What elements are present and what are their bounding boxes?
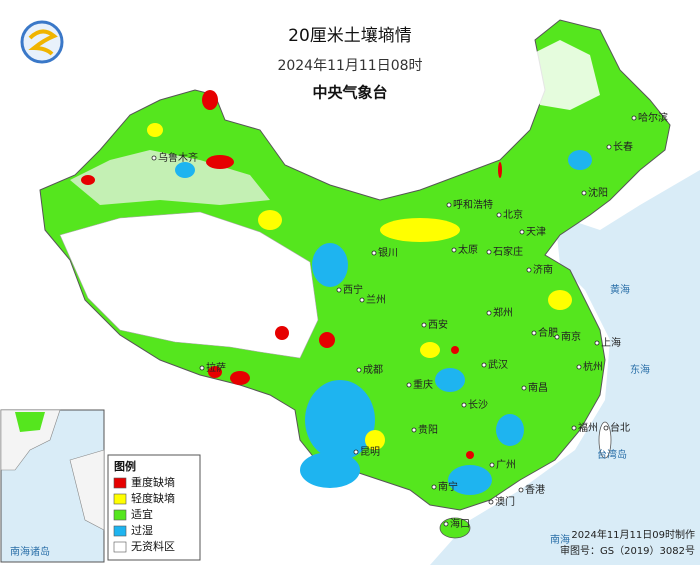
city-dot (571, 425, 577, 431)
logo (20, 20, 64, 64)
city-dot (451, 247, 457, 253)
city-dot (576, 364, 582, 370)
city-dot (488, 499, 494, 505)
city-label: 贵阳 (418, 423, 438, 436)
taiwan (598, 421, 612, 459)
city-dot (151, 155, 157, 161)
city-dot (481, 362, 487, 368)
city-dot (371, 250, 377, 256)
legend-label: 适宜 (131, 507, 153, 521)
city-dot (359, 297, 365, 303)
city-label: 昆明 (360, 446, 380, 458)
city-dot (521, 385, 527, 391)
city-dot (411, 427, 417, 433)
legend-swatch (113, 509, 127, 521)
city-label: 呼和浩特 (453, 199, 493, 211)
city-label: 西安 (428, 318, 448, 331)
city-label: 香港 (525, 484, 545, 496)
city-label: 郑州 (493, 306, 513, 319)
city-label: 上海 (601, 336, 621, 349)
city-dot (431, 484, 437, 490)
legend-label: 轻度缺墒 (131, 491, 175, 505)
city-label: 兰州 (366, 293, 386, 306)
sea-label: 黄海 (610, 283, 630, 296)
no-data-region (70, 150, 270, 205)
city-dot (421, 322, 427, 328)
legend-title: 图例 (114, 459, 136, 473)
city-dot (606, 144, 612, 150)
city-dot (581, 190, 587, 196)
no-data-region (59, 211, 319, 359)
city-dot (496, 212, 502, 218)
city-dot (446, 202, 452, 208)
city-label: 长春 (613, 141, 633, 153)
city-dot (489, 462, 495, 468)
city-label: 哈尔滨 (638, 111, 668, 124)
city-label: 沈阳 (588, 186, 608, 199)
moisture-patches (81, 90, 592, 495)
no-data-region (520, 40, 600, 110)
city-dot (486, 249, 492, 255)
city-dot (486, 310, 492, 316)
map-date: 2024年11月11日08时 (277, 58, 422, 74)
legend-swatch (113, 493, 127, 505)
city-label: 海口 (450, 517, 470, 530)
city-dot (554, 334, 560, 340)
sea-label: 南海 (550, 533, 570, 546)
legend-label: 无资料区 (131, 539, 175, 553)
city-dot (594, 340, 600, 346)
city-label: 澳门 (495, 495, 515, 508)
city-label: 杭州 (583, 360, 603, 373)
city-dot (443, 521, 449, 527)
legend-swatch (113, 541, 127, 553)
city-label: 银川 (378, 246, 398, 259)
city-dot (531, 330, 537, 336)
city-label: 福州 (578, 421, 598, 434)
city-label: 太原 (458, 243, 478, 256)
city-label: 武汉 (488, 358, 508, 371)
city-dot (519, 229, 525, 235)
city-dot (406, 382, 412, 388)
city-label: 西宁 (343, 283, 363, 296)
city-label: 南京 (561, 330, 581, 343)
city-label: 北京 (503, 208, 523, 221)
city-label: 拉萨 (206, 361, 226, 374)
city-dot (518, 487, 524, 493)
city-label: 南昌 (528, 381, 548, 394)
made-time: 2024年11月11日09时制作 (571, 528, 695, 541)
city-label: 广州 (496, 459, 516, 471)
sea-label: 东海 (630, 363, 650, 376)
sea (430, 170, 700, 565)
legend-label: 重度缺墒 (131, 475, 175, 489)
inset (0, 409, 105, 563)
agency: 中央气象台 (312, 84, 387, 102)
city-label: 济南 (533, 263, 553, 276)
city-dot (353, 449, 359, 455)
city-dot (356, 367, 362, 373)
city-dot (461, 402, 467, 408)
approval-number: 审图号：GS（2019）3082号 (560, 544, 695, 557)
city-label: 重庆 (413, 378, 433, 391)
sea-label: 台湾岛 (597, 448, 627, 461)
city-label: 台北 (610, 421, 630, 434)
city-label: 南宁 (438, 480, 458, 493)
city-label: 乌鲁木齐 (158, 151, 198, 164)
city-dot (336, 287, 342, 293)
city-dot (603, 425, 609, 431)
legend-label: 过湿 (131, 524, 153, 537)
legend-swatch (113, 477, 127, 489)
map-title: 20厘米土壤墒情 (288, 25, 412, 46)
city-label: 长沙 (468, 399, 488, 411)
china-land (39, 19, 671, 511)
city-dot (631, 115, 637, 121)
city-dot (199, 365, 205, 371)
legend-swatch (113, 525, 127, 537)
city-dot (526, 267, 532, 273)
city-label: 成都 (363, 364, 383, 376)
city-label: 石家庄 (493, 245, 523, 258)
sea-label: 南海诸岛 (10, 545, 50, 558)
city-label: 天津 (526, 226, 546, 238)
city-label: 合肥 (538, 326, 558, 339)
